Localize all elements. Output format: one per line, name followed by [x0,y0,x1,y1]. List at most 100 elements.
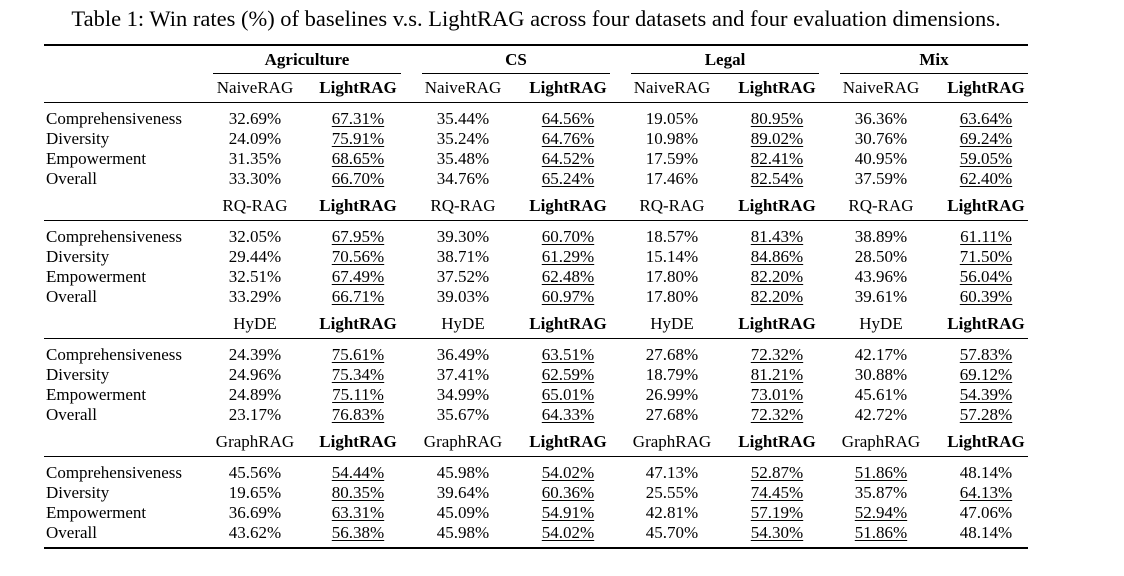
baseline-value: 24.96% [228,365,282,384]
lightrag-value: 81.21% [750,365,804,384]
baseline-value: 19.65% [228,483,282,502]
baseline-header: NaiveRAG [842,78,920,97]
lightrag-header: LightRAG [319,314,397,333]
baseline-header: GraphRAG [423,432,503,451]
baseline-value: 26.99% [645,385,699,404]
baseline-value: 39.30% [436,227,490,246]
lightrag-value: 69.24% [959,129,1013,148]
baseline-value: 35.44% [436,109,490,128]
lightrag-value: 63.51% [541,345,595,364]
metric-label: Diversity [46,247,110,266]
baseline-header: NaiveRAG [424,78,502,97]
lightrag-header: LightRAG [738,314,816,333]
baseline-value: 43.96% [854,267,908,286]
lightrag-value: 68.65% [331,149,385,168]
lightrag-header: LightRAG [738,432,816,451]
baseline-value: 38.89% [854,227,908,246]
block-midrule [44,338,1028,339]
lightrag-value: 63.64% [959,109,1013,128]
metric-label: Diversity [46,129,110,148]
baseline-value: 34.99% [436,385,490,404]
baseline-value: 28.50% [854,247,908,266]
metric-label: Comprehensiveness [46,109,182,128]
lightrag-value: 75.11% [332,385,384,404]
metric-label: Comprehensiveness [46,227,182,246]
baseline-header: HyDE [441,314,485,333]
lightrag-value: 48.14% [959,523,1013,542]
baseline-header: GraphRAG [215,432,295,451]
baseline-value: 25.55% [645,483,699,502]
baseline-value: 30.88% [854,365,908,384]
baseline-value: 29.44% [228,247,282,266]
baseline-value: 19.05% [645,109,699,128]
lightrag-header: LightRAG [319,432,397,451]
metric-label: Comprehensiveness [46,345,182,364]
table-caption: Table 1: Win rates (%) of baselines v.s.… [71,6,1001,31]
baseline-header: GraphRAG [841,432,921,451]
lightrag-header: LightRAG [947,78,1025,97]
lightrag-header: LightRAG [529,314,607,333]
baseline-value: 23.17% [228,405,282,424]
metric-label: Diversity [46,483,110,502]
lightrag-header: LightRAG [738,196,816,215]
lightrag-value: 69.12% [959,365,1013,384]
baseline-value: 40.95% [854,149,908,168]
baseline-value: 10.98% [645,129,699,148]
lightrag-header: LightRAG [529,432,607,451]
dataset-cmidrule [213,73,401,74]
metric-label: Empowerment [46,503,147,522]
lightrag-value: 73.01% [750,385,804,404]
baseline-value: 43.62% [228,523,282,542]
lightrag-value: 54.02% [541,463,595,482]
baseline-value: 35.87% [854,483,908,502]
lightrag-value: 54.91% [541,503,595,522]
baseline-value: 18.57% [645,227,699,246]
lightrag-value: 84.86% [750,247,804,266]
baseline-value: 37.52% [436,267,490,286]
lightrag-value: 80.35% [331,483,385,502]
lightrag-value: 64.52% [541,149,595,168]
block-midrule [44,456,1028,457]
baseline-value: 45.56% [228,463,282,482]
baseline-value: 39.61% [854,287,908,306]
baseline-value: 17.80% [645,267,699,286]
baseline-value: 36.69% [228,503,282,522]
metric-label: Empowerment [46,267,147,286]
baseline-header: HyDE [233,314,277,333]
lightrag-value: 67.31% [331,109,385,128]
lightrag-header: LightRAG [947,196,1025,215]
baseline-header: RQ-RAG [848,196,914,215]
top-rule [44,44,1028,46]
dataset-header-agriculture: Agriculture [264,50,350,69]
lightrag-value: 66.71% [331,287,385,306]
baseline-header: RQ-RAG [222,196,288,215]
lightrag-value: 66.70% [331,169,385,188]
lightrag-header: LightRAG [947,314,1025,333]
lightrag-value: 63.31% [331,503,385,522]
lightrag-value: 60.36% [541,483,595,502]
baseline-value: 45.61% [854,385,908,404]
lightrag-value: 48.14% [959,463,1013,482]
lightrag-value: 62.48% [541,267,595,286]
baseline-value: 51.86% [854,523,908,542]
lightrag-value: 54.30% [750,523,804,542]
bottom-rule [44,547,1028,549]
baseline-value: 39.64% [436,483,490,502]
metric-label: Overall [46,287,97,306]
baseline-value: 45.70% [645,523,699,542]
block-midrule [44,220,1028,221]
dataset-header-mix: Mix [919,50,949,69]
lightrag-value: 54.39% [959,385,1013,404]
dataset-cmidrule [422,73,610,74]
lightrag-header: LightRAG [319,196,397,215]
lightrag-value: 70.56% [331,247,385,266]
baseline-value: 33.29% [228,287,282,306]
baseline-value: 35.24% [436,129,490,148]
lightrag-value: 82.54% [750,169,804,188]
lightrag-value: 47.06% [959,503,1013,522]
lightrag-value: 61.11% [960,227,1012,246]
lightrag-value: 60.97% [541,287,595,306]
lightrag-value: 81.43% [750,227,804,246]
baseline-value: 33.30% [228,169,282,188]
lightrag-value: 57.28% [959,405,1013,424]
